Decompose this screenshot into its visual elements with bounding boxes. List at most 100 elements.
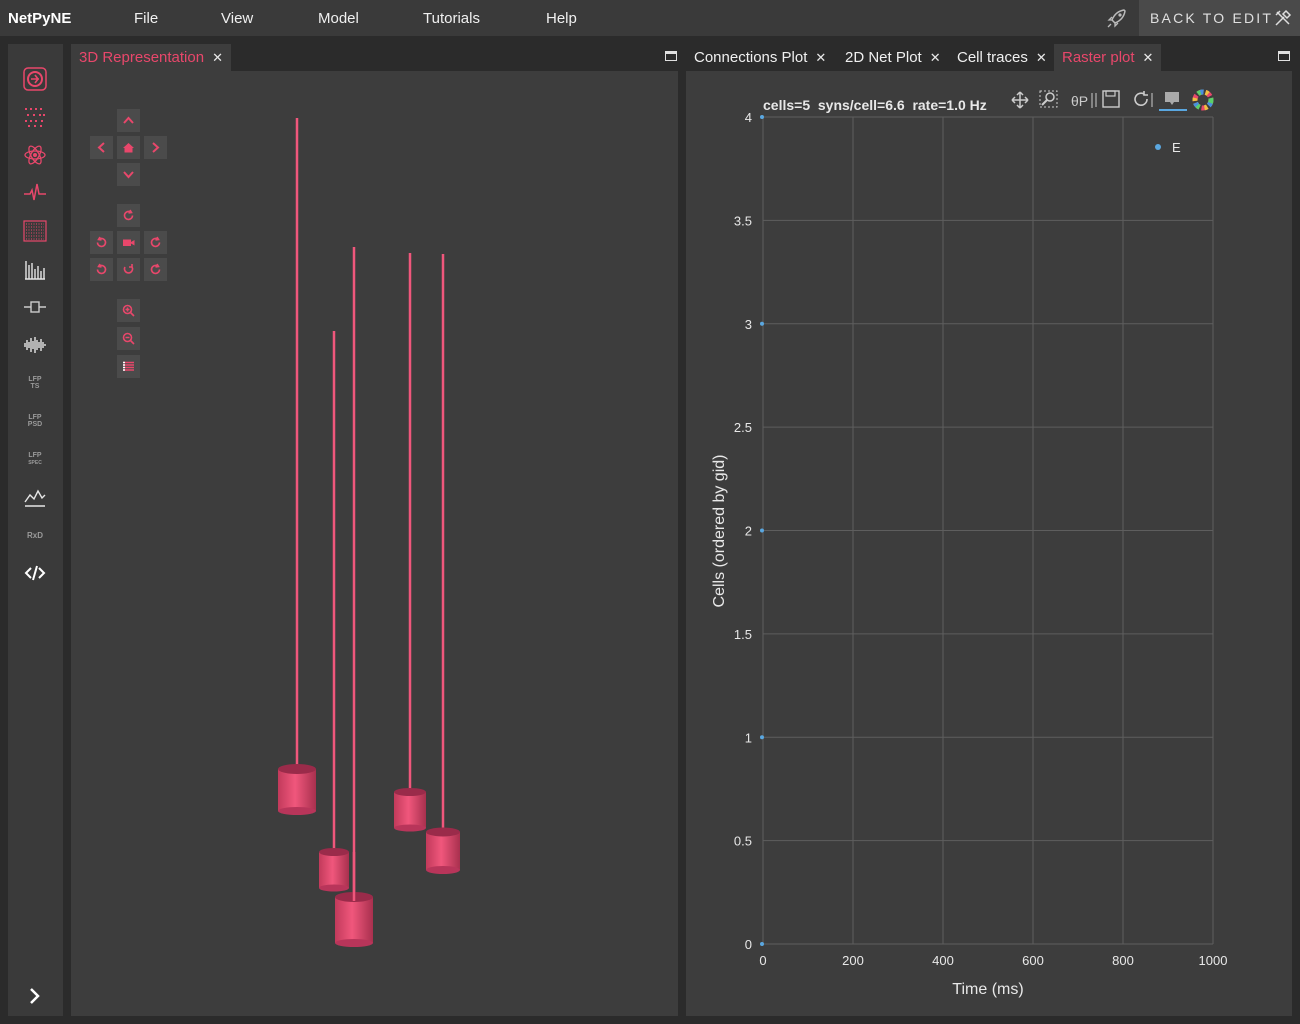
sidebar-item-raster[interactable] (21, 218, 49, 244)
y-tick-label: 3.5 (734, 213, 752, 228)
rotate-right-button[interactable] (144, 231, 167, 254)
y-tick-labels: 0 0.5 1 1.5 2 2.5 3 3.5 4 (734, 110, 752, 952)
x-tick-labels: 0 200 400 600 800 1000 (759, 953, 1227, 968)
app-brand: NetPyNE (8, 10, 72, 27)
spike-point[interactable] (760, 115, 764, 119)
sidebar-item-traces[interactable] (21, 180, 49, 206)
y-tick-label: 2.5 (734, 420, 752, 435)
neuron-cell-5 (426, 254, 460, 874)
rotate-ccw-2-button[interactable] (90, 258, 113, 281)
camera-button[interactable] (117, 231, 140, 254)
sidebar-item-rxd[interactable]: RxD (21, 522, 49, 548)
hover-tooltip-icon[interactable] (1159, 92, 1187, 111)
menu-tutorials[interactable]: Tutorials (423, 10, 480, 27)
x-tick-label: 200 (842, 953, 864, 968)
3d-viewer[interactable] (71, 71, 678, 1016)
sidebar-item-lfp-ts[interactable]: LFP TS (21, 370, 49, 396)
netpyne-logo-icon (23, 67, 47, 91)
rotate-icon (123, 264, 134, 274)
back-to-edit-label: BACK TO EDIT (1150, 10, 1274, 26)
pan-right-button[interactable] (144, 136, 167, 159)
close-icon[interactable]: ✕ (212, 49, 223, 65)
list-icon (123, 361, 134, 371)
rotate-down-button[interactable] (117, 258, 140, 281)
rotate-cw-icon (150, 263, 161, 275)
pan-up-button[interactable] (117, 109, 140, 132)
left-tab-bar: 3D Representation ✕ (71, 44, 678, 71)
menu-model[interactable]: Model (318, 10, 359, 27)
x-tick-label: 0 (759, 953, 766, 968)
sidebar-item-line-chart[interactable] (21, 484, 49, 510)
spectrum-icon (24, 337, 46, 353)
rotate-ccw-icon (96, 236, 107, 248)
save-icon[interactable] (1095, 90, 1120, 108)
rotate-ccw-icon (96, 263, 107, 275)
sidebar-item-lfp-spec[interactable]: LFP SPEC (21, 446, 49, 472)
home-button[interactable] (117, 136, 140, 159)
zoom-in-button[interactable] (117, 299, 140, 322)
menu-help[interactable]: Help (546, 10, 577, 27)
back-to-edit-button[interactable]: BACK TO EDIT (1139, 0, 1300, 36)
tab-2d-net-plot[interactable]: 2D Net Plot ✕ (837, 44, 949, 71)
tab-raster-plot[interactable]: Raster plot ✕ (1054, 44, 1162, 71)
code-icon (24, 565, 46, 581)
sidebar-item-spectrum[interactable] (21, 332, 49, 358)
sidebar-item-histogram[interactable] (21, 256, 49, 282)
raster-icon (23, 220, 47, 242)
pan-left-button[interactable] (90, 136, 113, 159)
refresh-icon[interactable] (1134, 91, 1153, 107)
reset-rotation-button[interactable] (117, 204, 140, 227)
histogram-icon (25, 261, 45, 280)
tab-connections-plot[interactable]: Connections Plot ✕ (686, 44, 835, 71)
chevron-down-icon (123, 171, 134, 179)
spike-point[interactable] (760, 528, 764, 533)
sidebar-item-3d[interactable] (21, 142, 49, 168)
y-tick-label: 2 (745, 524, 752, 539)
maximize-icon[interactable] (665, 51, 677, 61)
x-tick-label: 800 (1112, 953, 1134, 968)
rocket-icon[interactable] (1106, 8, 1128, 28)
rotate-cw-2-button[interactable] (144, 258, 167, 281)
menu-view[interactable]: View (221, 10, 254, 27)
zoom-out-button[interactable] (117, 327, 140, 350)
sidebar-item-netpyne[interactable] (21, 66, 49, 92)
pan-icon[interactable] (1011, 91, 1029, 109)
line-chart-icon (24, 489, 46, 507)
y-axis-label: Cells (ordered by gid) (711, 455, 728, 608)
neuron-cell-4 (394, 253, 426, 832)
sidebar-item-cells[interactable] (21, 104, 49, 130)
sidebar-item-lfp-psd[interactable]: LFP PSD (21, 408, 49, 434)
close-icon[interactable]: ✕ (1142, 49, 1154, 65)
close-icon[interactable]: ✕ (929, 49, 941, 65)
lasso-icon[interactable]: θP (1071, 93, 1093, 109)
maximize-icon[interactable] (1278, 51, 1290, 61)
pan-down-button[interactable] (117, 163, 140, 186)
spike-point[interactable] (760, 321, 764, 326)
tab-cell-traces[interactable]: Cell traces ✕ (949, 44, 1055, 71)
sidebar-item-code[interactable] (21, 560, 49, 586)
raster-chart[interactable]: 0 0.5 1 1.5 2 2.5 3 3.5 4 0 200 400 600 800 1000 cell… (686, 71, 1292, 1016)
tab-3d-representation[interactable]: 3D Representation ✕ (71, 44, 231, 71)
sidebar: LFP TS LFP PSD LFP SPEC RxD (8, 44, 63, 1016)
spike-point[interactable] (760, 942, 764, 946)
connector-icon (24, 301, 46, 313)
spike-point[interactable] (760, 735, 764, 740)
chart-points (760, 115, 764, 946)
y-tick-label: 0.5 (734, 834, 752, 849)
sidebar-item-connector[interactable] (21, 294, 49, 320)
color-wheel-icon[interactable] (1192, 89, 1214, 111)
neuron-cell-1 (278, 118, 316, 815)
tools-icon (1275, 9, 1292, 26)
tab-label: 2D Net Plot (845, 49, 922, 66)
close-icon[interactable]: ✕ (815, 49, 827, 65)
rotate-left-button[interactable] (90, 231, 113, 254)
tab-label: Raster plot (1062, 49, 1135, 66)
chart-grid (762, 116, 1214, 945)
close-icon[interactable]: ✕ (1035, 49, 1047, 65)
chevron-right-icon[interactable] (25, 984, 45, 1008)
zoom-box-icon[interactable] (1039, 90, 1058, 108)
list-button[interactable] (117, 355, 140, 378)
legend-label-e[interactable]: E (1172, 140, 1181, 155)
menu-file[interactable]: File (134, 10, 159, 27)
x-tick-label: 400 (932, 953, 954, 968)
